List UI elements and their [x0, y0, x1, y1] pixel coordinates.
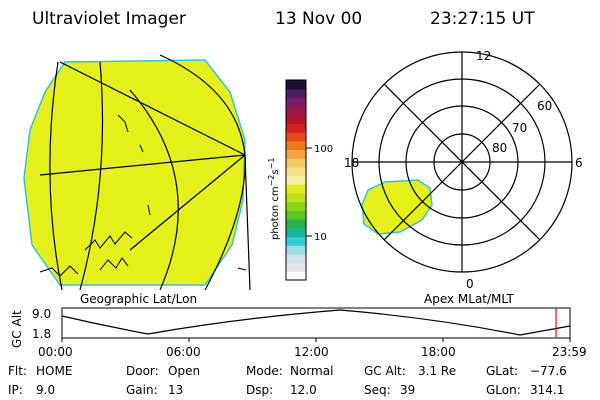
gcalt-value: 3.1 Re: [418, 364, 456, 378]
colorbar-cell: [286, 175, 306, 185]
time-label: 23:27:15 UT: [430, 9, 535, 29]
colorbar-cell: [286, 219, 306, 229]
glat-label: GLat:: [486, 364, 518, 378]
gain-value: 13: [168, 383, 183, 397]
lon-line: [129, 154, 246, 251]
lon-line: [39, 154, 246, 176]
mode-label: Mode:: [246, 364, 283, 378]
polar-plot: 12 18 6 0 60 70 80 Apex MLat/MLT: [344, 49, 583, 306]
colorbar-cell: [286, 262, 306, 272]
colorbar-cell: [286, 97, 306, 107]
altitude-xtick-label: 23:59: [552, 345, 587, 359]
coastline: [139, 144, 144, 153]
lat-circle: [49, 61, 63, 290]
colorbar-cell: [286, 210, 306, 220]
colorbar-gradient: [286, 80, 306, 281]
date-label: 13 Nov 00: [275, 9, 362, 29]
coastline: [117, 114, 129, 133]
apex-label: Apex MLat/MLT: [424, 292, 514, 306]
altitude-ytick-bottom: 1.8: [32, 327, 51, 341]
colorbar-tick-label: 100: [314, 144, 333, 155]
altitude-xtick-label: 00:00: [38, 345, 73, 359]
colorbar-cell: [286, 245, 306, 255]
mode-value: Normal: [290, 364, 333, 378]
door-value: Open: [168, 364, 200, 378]
altitude-ytick-top: 9.0: [32, 307, 51, 321]
lat-label-80: 80: [492, 141, 507, 155]
colorbar-cell: [286, 184, 306, 194]
ip-label: IP:: [8, 383, 23, 397]
glon-value: 314.1: [530, 383, 564, 397]
flt-label: Flt:: [8, 364, 27, 378]
emission-blob-geographic: [23, 59, 246, 286]
gain-label: Gain:: [126, 383, 158, 397]
coastline: [147, 204, 151, 216]
altitude-plot: GC Alt 9.0 1.8 00:00 06:00 12:00 18:00 2…: [10, 307, 587, 359]
lat-circle: [129, 89, 179, 290]
dsp-label: Dsp:: [246, 383, 273, 397]
door-label: Door:: [126, 364, 159, 378]
lat-circle: [159, 54, 246, 290]
colorbar-cell: [286, 123, 306, 133]
colorbar-cell: [286, 149, 306, 159]
status-footer: Flt: HOME IP: 9.0 Door: Open Gain: 13 Mo…: [8, 364, 567, 397]
altitude-xtick-label: 06:00: [166, 345, 201, 359]
colorbar-frame: [285, 79, 307, 281]
coastline: [84, 231, 133, 251]
glon-label: GLon:: [486, 383, 521, 397]
colorbar: 100 10 photon cm−2s−1: [267, 79, 333, 281]
flt-value: HOME: [36, 364, 72, 378]
colorbar-cell: [286, 158, 306, 168]
colorbar-cell: [286, 140, 306, 151]
lon-line: [244, 154, 251, 290]
seq-value: 39: [400, 383, 415, 397]
geographic-image-panel: Geographic Lat/Lon: [23, 54, 251, 306]
coastline: [99, 257, 129, 271]
instrument-title: Ultraviolet Imager: [32, 9, 186, 29]
mlt-label-6: 6: [575, 156, 583, 170]
colorbar-unit-label: photon cm−2s−1: [267, 158, 281, 240]
altitude-xtick-label: 18:00: [421, 345, 456, 359]
colorbar-cell: [286, 236, 306, 246]
colorbar-cell: [286, 227, 306, 238]
coastline: [39, 265, 79, 277]
altitude-curve: [61, 309, 571, 336]
lat-label-70: 70: [512, 121, 527, 135]
colorbar-cell: [286, 253, 306, 264]
colorbar-cell: [286, 271, 306, 281]
lat-circle: [79, 61, 104, 290]
mlt-label-18: 18: [344, 156, 359, 170]
dsp-value: 12.0: [290, 383, 317, 397]
mlt-line-diag: [383, 83, 541, 241]
mlt-label-12: 12: [476, 49, 491, 63]
colorbar-cell: [286, 132, 306, 142]
geographic-label: Geographic Lat/Lon: [80, 292, 197, 306]
colorbar-cell: [286, 88, 306, 98]
colorbar-cell: [286, 114, 306, 124]
colorbar-tick-label: 10: [314, 232, 327, 243]
colorbar-cell: [286, 166, 306, 177]
seq-label: Seq:: [364, 383, 391, 397]
mlt-label-0: 0: [466, 277, 474, 291]
lon-line: [59, 61, 246, 156]
colorbar-cell: [286, 193, 306, 203]
gcalt-label: GC Alt:: [364, 364, 406, 378]
colorbar-cell: [286, 80, 306, 90]
colorbar-cell: [286, 201, 306, 211]
coastline: [237, 267, 247, 271]
altitude-xtick-label: 12:00: [294, 345, 329, 359]
glat-value: −77.6: [530, 364, 567, 378]
colorbar-cell: [286, 106, 306, 116]
altitude-ylabel: GC Alt: [10, 310, 24, 348]
lat-label-60: 60: [537, 99, 552, 113]
emission-blob-polar: [361, 179, 433, 235]
ip-value: 9.0: [36, 383, 55, 397]
